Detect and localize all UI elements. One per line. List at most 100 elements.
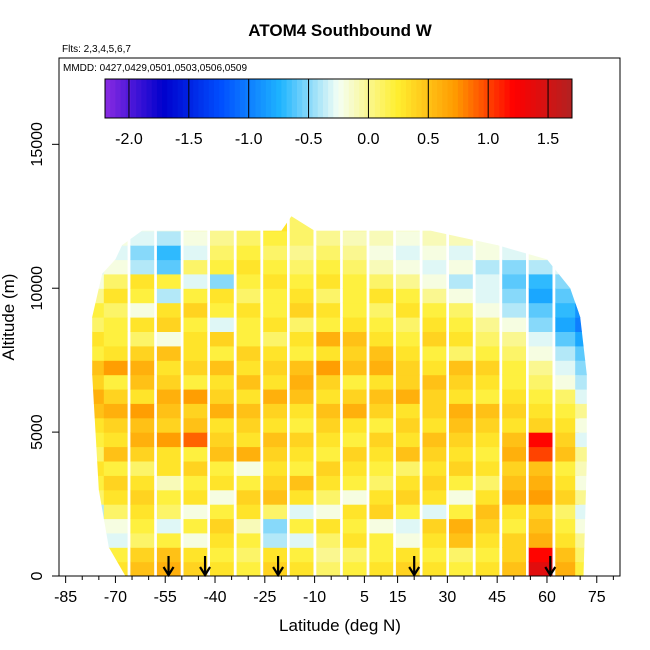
y-tick-label: 15000 [29,122,46,167]
heatmap-cell [449,374,473,390]
heatmap-cell [555,518,580,534]
heatmap-cell [92,417,105,433]
heatmap-cell [575,561,587,576]
colorbar-tick-label: -1.0 [235,131,263,148]
heatmap-cell [92,561,105,576]
heatmap-cell [289,489,314,505]
profile-arrow [408,556,421,578]
heatmap-cell [183,532,208,548]
colorbar-swatch [250,79,256,118]
heatmap-cell [183,288,208,304]
heatmap-cell [369,432,394,448]
heatmap-cell [475,460,500,476]
heatmap-cell [103,403,128,419]
heatmap-cell [528,302,553,318]
heatmap-cell [236,432,261,448]
heatmap-cell [449,331,473,347]
heatmap-cell [236,245,261,261]
heatmap-cell [502,331,526,347]
colorbar-swatch [468,79,474,118]
heatmap-cell [263,388,287,404]
x-tick-label: 60 [538,589,556,606]
heatmap-cell [316,331,341,347]
heatmap-cell [528,230,553,246]
heatmap-cell [395,331,420,347]
heatmap-cell [422,273,447,289]
heatmap-cell [210,245,234,261]
heatmap-cell [183,259,208,275]
heatmap-cell [528,216,553,232]
colorbar-swatch [338,79,345,118]
heatmap-cell [475,216,500,232]
heatmap-cell [103,446,128,462]
heatmap-cell [236,475,261,491]
heatmap-cell [395,388,420,404]
heatmap-cell [369,388,394,404]
colorbar-swatch [343,79,350,118]
heatmap-cell [316,302,341,318]
heatmap-cell [263,489,287,505]
heatmap-cell [210,374,234,390]
heatmap-cell [395,317,420,332]
colorbar-swatch [483,79,490,118]
heatmap-cell [502,345,526,361]
heatmap-cell [575,360,587,376]
heatmap-cell [475,388,500,404]
heatmap-cell [575,532,587,548]
heatmap-cell [449,259,473,275]
heatmap-cell [236,288,261,304]
heatmap-cell [342,288,367,304]
heatmap-cell [263,345,287,361]
heatmap-cell [575,547,587,563]
heatmap-cell [449,460,473,476]
heatmap-cell [316,360,341,376]
heatmap-cell [156,345,181,361]
heatmap-cell [342,216,367,232]
heatmap-cell [422,532,447,548]
heatmap-cell [210,288,234,304]
heatmap-cell [210,489,234,505]
colorbar-swatch [514,79,521,118]
heatmap-cell [555,403,580,419]
heatmap-cell [263,317,287,332]
heatmap-cell [183,302,208,318]
colorbar-swatch [333,79,339,118]
colorbar-swatch [110,79,116,118]
heatmap-cell [210,417,234,433]
heatmap-cell [130,561,155,576]
colorbar-swatch [546,79,552,118]
heatmap-cell [502,561,526,576]
heatmap-cell [316,475,341,491]
heatmap-cell [210,302,234,318]
colorbar-swatch [276,79,282,118]
heatmap-cell [210,446,234,462]
heatmap-cell [422,259,447,275]
heatmap-cell [555,547,580,563]
heatmap-cell [183,475,208,491]
heatmap-cell [575,273,587,289]
heatmap-cell [156,460,181,476]
colorbar-tick-label: 1.0 [477,131,499,148]
heatmap-cell [575,504,587,520]
heatmap-cell [528,245,553,261]
heatmap-cell [236,388,261,404]
heatmap-cell [263,518,287,534]
colorbar-swatch [520,79,526,118]
heatmap-cell [183,245,208,261]
heatmap-cell [369,475,394,491]
x-tick-label: -85 [54,589,77,606]
heatmap-cell [316,532,341,548]
heatmap-cell [263,360,287,376]
heatmap-cell [130,532,155,548]
heatmap-cell [369,331,394,347]
colorbar-swatch [504,79,511,118]
heatmap-cell [342,532,367,548]
heatmap-cell [449,446,473,462]
heatmap-cell [342,302,367,318]
heatmap-cell [342,331,367,347]
heatmap-cell [289,216,314,232]
y-axis-label: Altitude (m) [0,274,18,361]
heatmap-cell [92,360,105,376]
colorbar-swatch [245,79,251,118]
heatmap-cell [528,518,553,534]
